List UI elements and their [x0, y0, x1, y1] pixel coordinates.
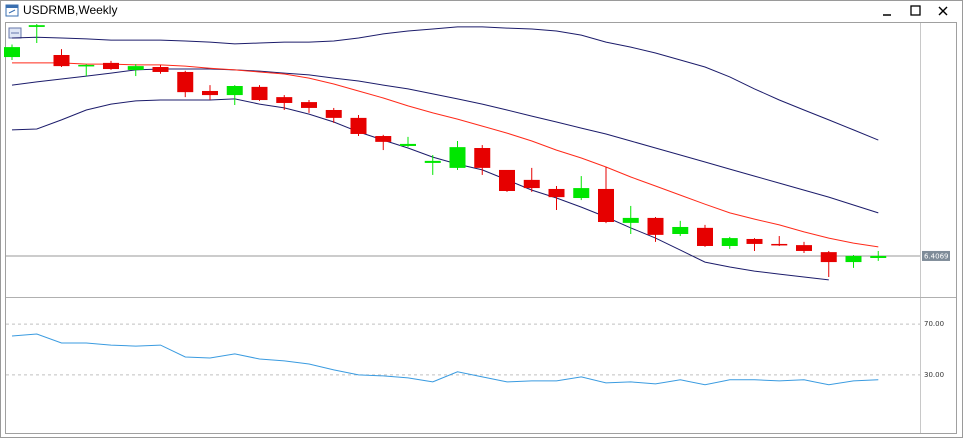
- candle-body: [449, 147, 466, 168]
- candle-body: [598, 188, 614, 223]
- candle-body: [523, 179, 540, 189]
- candle-body: [622, 217, 639, 223]
- candle-body: [152, 66, 169, 72]
- candle-body: [746, 238, 763, 244]
- candle-body: [301, 102, 317, 108]
- indicator-line: [11, 26, 879, 141]
- candle-body: [251, 86, 268, 101]
- candle-body: [177, 71, 194, 93]
- candle-body: [647, 217, 664, 235]
- chart-area: [5, 22, 957, 434]
- app-icon: [5, 4, 19, 17]
- candle-body: [820, 252, 837, 263]
- candle-body: [78, 64, 95, 67]
- candle-body: [103, 62, 119, 70]
- candle-body: [350, 117, 367, 134]
- candle-body: [53, 55, 70, 67]
- oscillator-line: [11, 333, 879, 386]
- minimize-button[interactable]: [876, 2, 898, 20]
- candle-body: [771, 243, 788, 246]
- candle-body: [375, 136, 392, 142]
- candle-body: [202, 90, 218, 96]
- close-button[interactable]: [932, 2, 954, 20]
- candle-body: [548, 188, 565, 198]
- candle-body: [721, 238, 738, 246]
- candle-body: [796, 245, 812, 251]
- indicator-line: [11, 98, 829, 281]
- one-click-icon[interactable]: [8, 27, 22, 39]
- candle-body: [400, 143, 416, 146]
- candle-body: [226, 86, 243, 96]
- price-label-box: [922, 250, 950, 261]
- candle-body: [276, 97, 293, 103]
- candle-body: [4, 47, 20, 58]
- candle-body: [127, 66, 144, 70]
- indicator-line: [12, 62, 879, 248]
- candle-body: [845, 255, 862, 263]
- maximize-button[interactable]: [904, 2, 926, 20]
- candle-body: [499, 169, 515, 192]
- candle-body: [573, 188, 590, 199]
- candle-body: [474, 148, 491, 168]
- candle-body: [424, 160, 441, 163]
- level-label: 30.00: [924, 371, 944, 379]
- level-label: 70.00: [924, 320, 944, 328]
- candle-body: [325, 109, 342, 118]
- candle-body: [870, 255, 887, 258]
- candle-body: [672, 226, 689, 234]
- candle-body: [28, 25, 45, 27]
- price-label: 6.4069: [924, 252, 949, 260]
- window-title: USDRMB,Weekly: [23, 3, 117, 17]
- candle-body: [697, 227, 713, 246]
